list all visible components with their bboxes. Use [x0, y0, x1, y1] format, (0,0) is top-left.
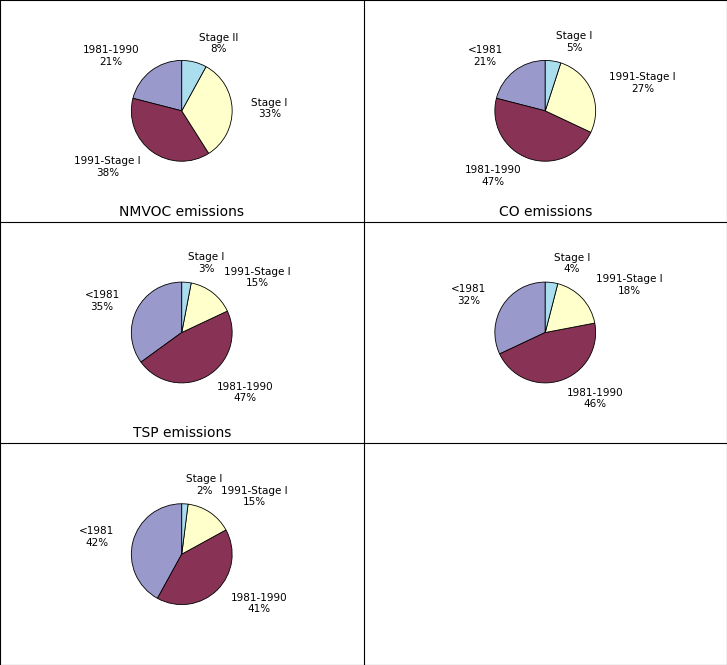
Text: 1991-Stage I
15%: 1991-Stage I 15% [221, 486, 287, 507]
Text: 1981-1990
46%: 1981-1990 46% [567, 388, 623, 410]
Text: 1981-1990
47%: 1981-1990 47% [465, 166, 522, 187]
Title: TSP emissions: TSP emissions [132, 426, 231, 440]
Wedge shape [158, 530, 232, 604]
Wedge shape [132, 504, 182, 598]
Wedge shape [495, 282, 545, 354]
Wedge shape [133, 61, 182, 111]
Text: 1991-Stage I
18%: 1991-Stage I 18% [596, 274, 662, 296]
Text: 1991-Stage I
27%: 1991-Stage I 27% [609, 72, 675, 94]
Text: 1981-1990
47%: 1981-1990 47% [217, 382, 274, 403]
Wedge shape [182, 504, 188, 554]
Wedge shape [545, 61, 561, 111]
Wedge shape [182, 282, 191, 332]
Wedge shape [182, 66, 232, 154]
Text: Stage I
2%: Stage I 2% [186, 474, 222, 495]
Wedge shape [141, 311, 232, 383]
Wedge shape [545, 63, 595, 132]
Text: Stage II
8%: Stage II 8% [199, 33, 238, 55]
Text: <1981
21%: <1981 21% [467, 45, 502, 66]
Wedge shape [499, 323, 595, 383]
Wedge shape [497, 61, 545, 111]
Wedge shape [545, 282, 558, 332]
Wedge shape [132, 282, 182, 362]
Text: Stage I
33%: Stage I 33% [252, 98, 288, 120]
Title: NMVOC emissions: NMVOC emissions [119, 205, 244, 219]
Wedge shape [182, 504, 226, 554]
Wedge shape [182, 283, 228, 332]
Wedge shape [495, 98, 591, 161]
Wedge shape [545, 284, 595, 332]
Text: <1981
32%: <1981 32% [451, 285, 486, 306]
Text: 1991-Stage I
15%: 1991-Stage I 15% [225, 267, 291, 289]
Text: Stage I
3%: Stage I 3% [188, 253, 225, 274]
Title: CO emissions: CO emissions [499, 205, 592, 219]
Wedge shape [132, 98, 209, 161]
Text: 1991-Stage I
38%: 1991-Stage I 38% [74, 156, 141, 178]
Text: Stage I
4%: Stage I 4% [554, 253, 590, 275]
Text: 1981-1990
21%: 1981-1990 21% [83, 45, 139, 66]
Text: Stage I
5%: Stage I 5% [556, 31, 593, 53]
Text: 1981-1990
41%: 1981-1990 41% [231, 593, 288, 614]
Text: <1981
42%: <1981 42% [79, 526, 114, 548]
Text: <1981
35%: <1981 35% [84, 290, 120, 312]
Wedge shape [182, 61, 206, 111]
